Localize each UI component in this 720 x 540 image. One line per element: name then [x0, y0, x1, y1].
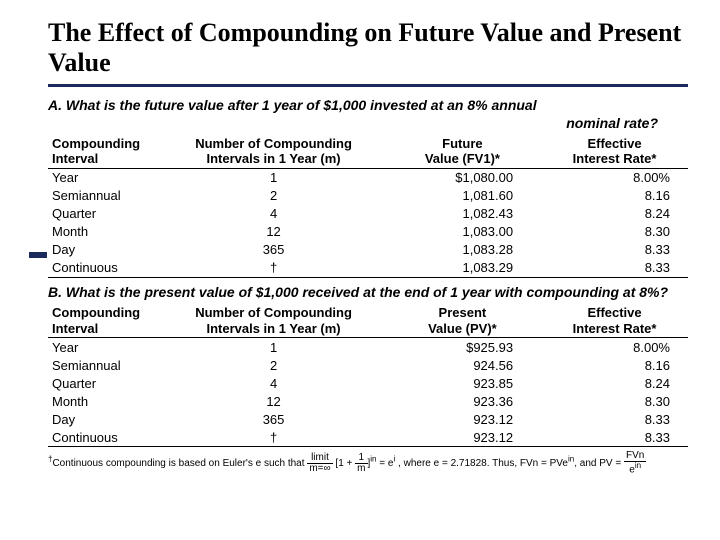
th-interval-b: CompoundingInterval [48, 304, 163, 338]
th-fv: FutureValue (FV1)* [384, 135, 541, 169]
section-a-question-line1: A. What is the future value after 1 year… [48, 97, 688, 113]
cell-val: 1,083.28 [384, 241, 541, 259]
cell-interval: Year [48, 338, 163, 357]
th-rate-b: EffectiveInterest Rate* [541, 304, 688, 338]
cell-interval: Continuous [48, 428, 163, 447]
cell-m: † [163, 428, 383, 447]
cell-val: 1,083.00 [384, 223, 541, 241]
section-b-question: B. What is the present value of $1,000 r… [48, 284, 688, 300]
section-a-question-line2: nominal rate? [48, 115, 688, 131]
table-row: Year1$925.938.00% [48, 338, 688, 357]
table-row: Semiannual2924.568.16 [48, 356, 688, 374]
cell-val: 923.36 [384, 392, 541, 410]
cell-rate: 8.30 [541, 392, 688, 410]
cell-rate: 8.33 [541, 241, 688, 259]
cell-rate: 8.00% [541, 168, 688, 187]
cell-interval: Day [48, 410, 163, 428]
table-row: Year1$1,080.008.00% [48, 168, 688, 187]
cell-m: 365 [163, 241, 383, 259]
cell-val: $925.93 [384, 338, 541, 357]
cell-val: 923.12 [384, 410, 541, 428]
cell-rate: 8.16 [541, 187, 688, 205]
cell-rate: 8.24 [541, 205, 688, 223]
cell-m: 12 [163, 392, 383, 410]
cell-val: 1,081.60 [384, 187, 541, 205]
cell-interval: Quarter [48, 374, 163, 392]
cell-m: 1 [163, 168, 383, 187]
cell-rate: 8.33 [541, 428, 688, 447]
table-row: Month12923.368.30 [48, 392, 688, 410]
table-a: CompoundingInterval Number of Compoundin… [48, 135, 688, 278]
cell-rate: 8.00% [541, 338, 688, 357]
cell-val: 923.85 [384, 374, 541, 392]
table-row: Day365923.128.33 [48, 410, 688, 428]
table-row: Continuous†1,083.298.33 [48, 259, 688, 278]
table-row: Month121,083.008.30 [48, 223, 688, 241]
cell-val: 1,082.43 [384, 205, 541, 223]
cell-interval: Year [48, 168, 163, 187]
cell-interval: Semiannual [48, 187, 163, 205]
cell-interval: Month [48, 392, 163, 410]
cell-interval: Quarter [48, 205, 163, 223]
table-row: Quarter4923.858.24 [48, 374, 688, 392]
cell-rate: 8.33 [541, 410, 688, 428]
table-row: Continuous†923.128.33 [48, 428, 688, 447]
table-b: CompoundingInterval Number of Compoundin… [48, 304, 688, 447]
cell-m: 365 [163, 410, 383, 428]
cell-rate: 8.24 [541, 374, 688, 392]
cell-interval: Day [48, 241, 163, 259]
cell-val: 923.12 [384, 428, 541, 447]
cell-interval: Continuous [48, 259, 163, 278]
accent-rule [29, 252, 47, 258]
cell-interval: Semiannual [48, 356, 163, 374]
cell-m: 2 [163, 187, 383, 205]
cell-rate: 8.16 [541, 356, 688, 374]
table-row: Day3651,083.288.33 [48, 241, 688, 259]
th-interval: CompoundingInterval [48, 135, 163, 169]
cell-m: † [163, 259, 383, 278]
table-row: Quarter41,082.438.24 [48, 205, 688, 223]
th-rate: EffectiveInterest Rate* [541, 135, 688, 169]
cell-val: $1,080.00 [384, 168, 541, 187]
cell-m: 1 [163, 338, 383, 357]
cell-m: 2 [163, 356, 383, 374]
cell-val: 924.56 [384, 356, 541, 374]
th-pv: PresentValue (PV)* [384, 304, 541, 338]
cell-interval: Month [48, 223, 163, 241]
cell-m: 4 [163, 374, 383, 392]
table-row: Semiannual21,081.608.16 [48, 187, 688, 205]
th-m-b: Number of CompoundingIntervals in 1 Year… [163, 304, 383, 338]
cell-val: 1,083.29 [384, 259, 541, 278]
cell-rate: 8.30 [541, 223, 688, 241]
slide: The Effect of Compounding on Future Valu… [0, 0, 720, 540]
th-m: Number of CompoundingIntervals in 1 Year… [163, 135, 383, 169]
cell-m: 12 [163, 223, 383, 241]
cell-m: 4 [163, 205, 383, 223]
slide-title: The Effect of Compounding on Future Valu… [48, 18, 688, 87]
footnote: †Continuous compounding is based on Eule… [48, 451, 688, 475]
cell-rate: 8.33 [541, 259, 688, 278]
